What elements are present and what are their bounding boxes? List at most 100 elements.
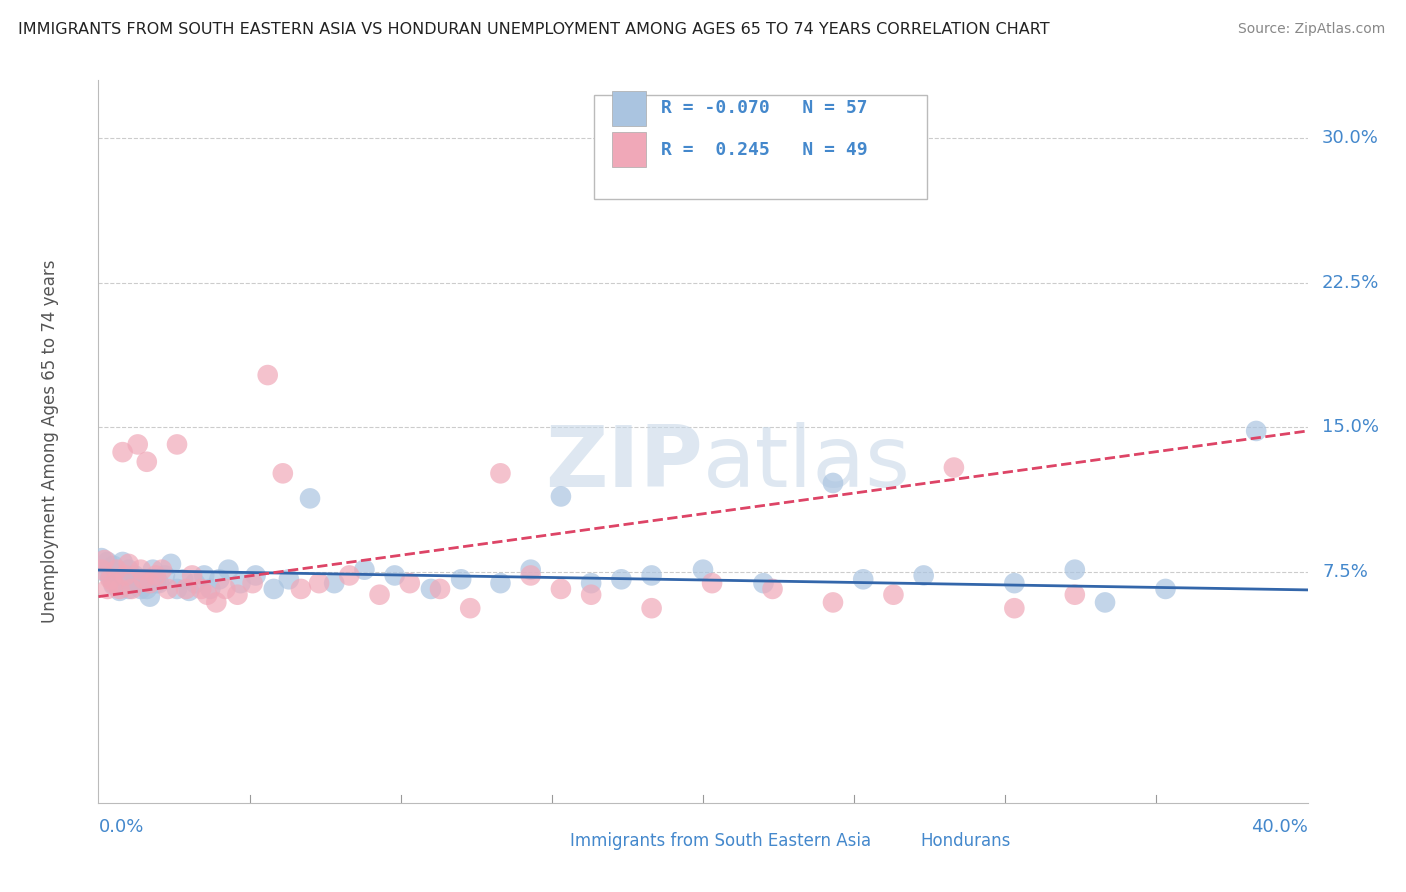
Point xyxy=(489,467,512,481)
Point xyxy=(100,570,122,584)
Text: 30.0%: 30.0% xyxy=(1322,129,1379,147)
Point xyxy=(229,576,252,591)
Point xyxy=(139,576,162,591)
Point xyxy=(103,578,125,592)
FancyBboxPatch shape xyxy=(534,831,558,850)
Text: R = -0.070   N = 57: R = -0.070 N = 57 xyxy=(661,100,868,118)
Point xyxy=(135,455,157,469)
Text: 40.0%: 40.0% xyxy=(1251,818,1308,836)
Point xyxy=(118,557,141,571)
Point xyxy=(135,582,157,596)
Point xyxy=(384,568,406,582)
Point xyxy=(108,583,131,598)
Point xyxy=(821,475,844,490)
Point xyxy=(226,588,249,602)
Point xyxy=(489,576,512,591)
Point xyxy=(420,582,443,596)
Point xyxy=(90,551,112,566)
Point xyxy=(145,568,167,582)
Point xyxy=(160,557,183,571)
Point xyxy=(337,568,360,582)
Point xyxy=(308,576,330,591)
Point xyxy=(114,572,136,586)
Point xyxy=(299,491,322,506)
Point xyxy=(181,568,204,582)
Point xyxy=(640,601,662,615)
FancyBboxPatch shape xyxy=(613,132,647,167)
Point xyxy=(942,460,965,475)
Point xyxy=(821,595,844,609)
Point xyxy=(217,563,239,577)
Point xyxy=(93,553,115,567)
Point xyxy=(610,572,633,586)
FancyBboxPatch shape xyxy=(595,95,927,200)
Point xyxy=(263,582,285,596)
Point xyxy=(550,582,572,596)
Text: IMMIGRANTS FROM SOUTH EASTERN ASIA VS HONDURAN UNEMPLOYMENT AMONG AGES 65 TO 74 : IMMIGRANTS FROM SOUTH EASTERN ASIA VS HO… xyxy=(18,22,1050,37)
Point xyxy=(148,576,170,591)
Point xyxy=(579,576,602,591)
Point xyxy=(166,437,188,451)
Point xyxy=(132,572,155,586)
Point xyxy=(132,572,155,586)
Point xyxy=(190,582,212,596)
Text: 22.5%: 22.5% xyxy=(1322,274,1379,292)
Text: 15.0%: 15.0% xyxy=(1322,418,1379,436)
Point xyxy=(179,583,201,598)
Point xyxy=(205,595,228,609)
Point xyxy=(1063,563,1085,577)
Point xyxy=(127,437,149,451)
Point xyxy=(93,565,115,579)
Point xyxy=(1094,595,1116,609)
Point xyxy=(145,576,167,591)
Point xyxy=(124,568,146,582)
Point xyxy=(105,566,128,581)
Point xyxy=(200,582,222,596)
Point xyxy=(912,568,935,582)
Point xyxy=(111,445,134,459)
Point xyxy=(429,582,451,596)
Point xyxy=(127,576,149,591)
Point xyxy=(458,601,481,615)
Point xyxy=(450,572,472,586)
Text: Unemployment Among Ages 65 to 74 years: Unemployment Among Ages 65 to 74 years xyxy=(41,260,59,624)
Point xyxy=(153,568,176,582)
Point xyxy=(700,576,723,591)
Point xyxy=(1002,601,1025,615)
Point xyxy=(118,582,141,596)
Point xyxy=(166,582,188,596)
Text: R =  0.245   N = 49: R = 0.245 N = 49 xyxy=(661,141,868,159)
Text: 7.5%: 7.5% xyxy=(1322,563,1368,581)
Point xyxy=(1002,576,1025,591)
FancyBboxPatch shape xyxy=(613,91,647,126)
FancyBboxPatch shape xyxy=(884,831,908,850)
Point xyxy=(129,582,152,596)
Point xyxy=(174,582,197,596)
Point xyxy=(156,582,179,596)
Point xyxy=(172,572,194,586)
Point xyxy=(353,563,375,577)
Point xyxy=(882,588,904,602)
Point xyxy=(142,563,165,577)
Point xyxy=(640,568,662,582)
Point xyxy=(108,582,131,596)
Point xyxy=(96,582,118,596)
Point xyxy=(1063,588,1085,602)
Point xyxy=(105,563,128,577)
Point xyxy=(118,563,141,577)
Text: ZIP: ZIP xyxy=(546,422,703,505)
Point xyxy=(150,563,173,577)
Point xyxy=(398,576,420,591)
Point xyxy=(114,568,136,582)
Point xyxy=(519,568,541,582)
Point xyxy=(519,563,541,577)
Point xyxy=(761,582,783,596)
Point xyxy=(96,555,118,569)
Point xyxy=(129,563,152,577)
Point xyxy=(271,467,294,481)
Point xyxy=(290,582,312,596)
Point xyxy=(103,558,125,573)
Point xyxy=(193,568,215,582)
Text: Immigrants from South Eastern Asia: Immigrants from South Eastern Asia xyxy=(569,831,872,850)
Text: 0.0%: 0.0% xyxy=(98,818,143,836)
